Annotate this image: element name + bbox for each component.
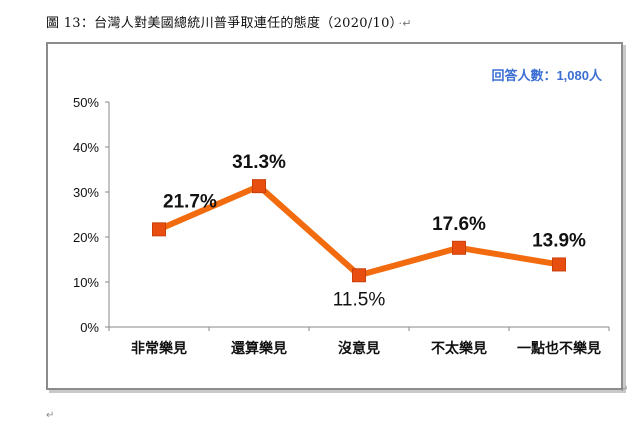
x-tick-label: 不太樂見 [431, 340, 487, 356]
paragraph-mark-icon: ·↵ [398, 17, 412, 30]
y-tick-label: 20% [73, 230, 99, 245]
respondents-annotation: 回答人數：1,080人 [491, 68, 603, 83]
figure-caption: 圖 13：台灣人對美國總統川普爭取連任的態度（2020/10） ·↵ [46, 12, 412, 31]
data-point-marker [252, 179, 266, 194]
data-point-marker [352, 268, 366, 283]
series-line [156, 183, 562, 279]
data-label: 11.5% [333, 289, 386, 310]
caption-text: 圖 13：台灣人對美國總統川普爭取連任的態度（2020/10） [46, 16, 397, 31]
data-point-marker [452, 240, 466, 255]
x-tick-label: 非常樂見 [131, 340, 187, 356]
y-tick-label: 0% [80, 320, 99, 335]
data-point-marker [552, 257, 566, 272]
y-tick-label: 10% [73, 275, 99, 290]
y-tick-label: 50% [73, 95, 99, 110]
y-tick-label: 30% [73, 185, 99, 200]
x-tick-label: 沒意見 [338, 340, 380, 356]
paragraph-end-mark-icon: ↵ [46, 410, 55, 421]
chart-frame: 0% 10% 20% 30% 40% 50% 非常樂見 還算樂見 沒意見 不太樂見 一點也不樂見 21… [46, 42, 623, 390]
data-point-marker [152, 222, 166, 237]
x-tick-label: 還算樂見 [231, 340, 287, 356]
return-mark-icon: ↵ [620, 384, 629, 395]
y-tick-label: 40% [73, 140, 99, 155]
line-chart: 0% 10% 20% 30% 40% 50% 非常樂見 還算樂見 沒意見 不太樂見 一點也不樂見 21… [73, 68, 610, 356]
data-label: 17.6% [432, 214, 486, 235]
data-label: 31.3% [232, 152, 286, 173]
x-tick-label: 一點也不樂見 [517, 340, 601, 356]
data-label: 21.7% [163, 191, 217, 212]
data-label: 13.9% [532, 230, 586, 251]
